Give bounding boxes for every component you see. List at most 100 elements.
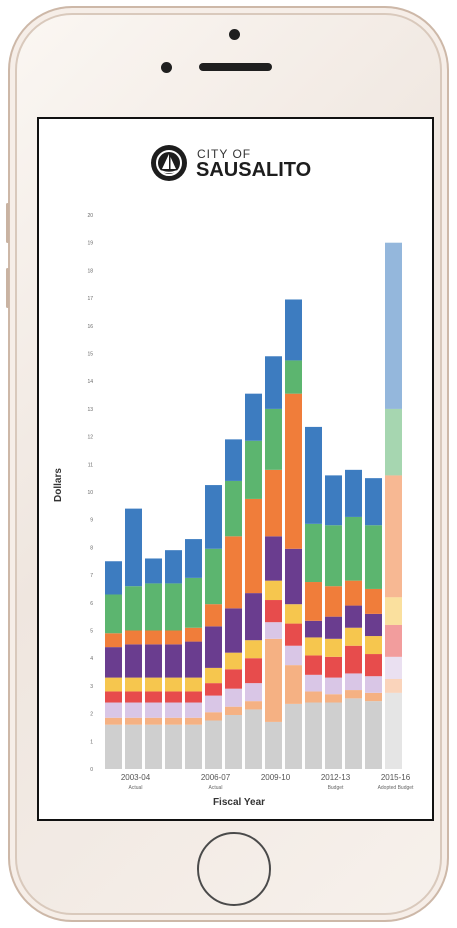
y-tick-label: 7 [90, 573, 93, 579]
bar-segment [285, 548, 302, 605]
y-tick-label: 10 [87, 490, 93, 496]
bar-segment [205, 485, 222, 549]
bar-segment [365, 525, 382, 589]
logo-text-big: SAUSALITO [196, 159, 312, 181]
bar-segment [225, 669, 242, 689]
phone-screen: CITY OF SAUSALITO 0 1 2 3 4 5 6 7 8 9 10 11 12 13 14 15… [37, 117, 434, 821]
bar-segment [105, 647, 122, 678]
x-tick-label: 2003-04 [121, 773, 151, 782]
bar-segment [325, 525, 342, 587]
bar-segment [305, 426, 322, 524]
bar-segment [165, 691, 182, 703]
bar-segment [345, 698, 362, 769]
bar-segment [285, 360, 302, 394]
bar-segment [345, 690, 362, 699]
bar-segment [125, 630, 142, 645]
bar-segment [105, 724, 122, 769]
y-tick-label: 3 [90, 684, 93, 690]
y-tick-label: 6 [90, 601, 93, 607]
bar-segment [205, 548, 222, 605]
bar-segment [265, 600, 282, 623]
bar-segment [245, 498, 262, 594]
bar-segment [265, 721, 282, 769]
bar-segment [365, 613, 382, 637]
bar-segment [205, 683, 222, 696]
bar-segment [205, 712, 222, 721]
x-tick-sublabel: Adopted Budget [378, 785, 414, 791]
bar-segment [225, 688, 242, 707]
bar-segment [325, 702, 342, 769]
x-axis: 2003-04 Actual 2006-07 Actual 2009-10 2012-13… [121, 773, 414, 791]
bar-segment [145, 644, 162, 678]
bar-segment [125, 644, 142, 678]
y-tick-label: 18 [87, 268, 93, 274]
x-tick-label: 2006-07 [201, 773, 231, 782]
bar-segment [185, 724, 202, 769]
bar-segment [205, 695, 222, 713]
bar-segment [125, 702, 142, 718]
bar-segment [125, 724, 142, 769]
bar-segment [145, 724, 162, 769]
bar-segment [305, 674, 322, 692]
bar-segment [305, 691, 322, 703]
x-axis-title: Fiscal Year [213, 797, 265, 808]
y-tick-label: 9 [90, 518, 93, 524]
bar-segment [225, 652, 242, 670]
x-tick-sublabel: Actual [129, 785, 143, 791]
bar-segment [185, 539, 202, 578]
bar-segment [165, 550, 182, 584]
bar-segment [325, 638, 342, 657]
bar-segment [365, 654, 382, 677]
bar-segment [165, 583, 182, 631]
bar-segment [325, 656, 342, 678]
bar-segment [245, 393, 262, 441]
bar-segment [225, 439, 242, 481]
bar-segment [305, 655, 322, 675]
y-tick-label: 8 [90, 545, 93, 551]
y-tick-label: 0 [90, 767, 93, 773]
bar-segment [165, 717, 182, 725]
home-button[interactable] [197, 832, 271, 906]
bar-segment [325, 677, 342, 695]
bar-segment [265, 469, 282, 537]
y-tick-label: 2 [90, 712, 93, 718]
bar-segment [245, 701, 262, 710]
bar-segment [185, 717, 202, 725]
bar-segment [225, 608, 242, 653]
bar-segment [345, 580, 362, 606]
bar-segment [125, 691, 142, 703]
bar-segment [345, 627, 362, 646]
bar-segment [185, 627, 202, 642]
bar-segment [105, 691, 122, 703]
bar-segment [145, 702, 162, 718]
x-tick-label: 2012-13 [321, 773, 351, 782]
bar-segment [145, 717, 162, 725]
bar-segment [165, 630, 182, 645]
bar-segment [125, 717, 142, 725]
bar-segment [385, 624, 402, 657]
x-tick-label: 2015-16 [381, 773, 411, 782]
bar-segment [145, 583, 162, 631]
bar-segment [125, 508, 142, 587]
bar-segment [165, 724, 182, 769]
sailboat-icon [151, 145, 187, 181]
y-tick-label: 19 [87, 241, 93, 247]
bar-segment [165, 702, 182, 718]
y-tick-label: 12 [87, 435, 93, 441]
bar-segment [365, 588, 382, 614]
bar-segment [245, 658, 262, 684]
bar-segment [185, 702, 202, 718]
bar-segment [365, 478, 382, 526]
bar-segment [105, 702, 122, 718]
bar-segment [245, 440, 262, 499]
bar-segment [205, 626, 222, 668]
bar-segment [245, 683, 262, 702]
bar-segment [365, 692, 382, 702]
bar-segment [185, 577, 202, 628]
front-camera [229, 29, 240, 40]
bar-segment [385, 597, 402, 625]
bar-segment [145, 630, 162, 645]
bar-segment [205, 667, 222, 684]
bar-segment [325, 616, 342, 639]
